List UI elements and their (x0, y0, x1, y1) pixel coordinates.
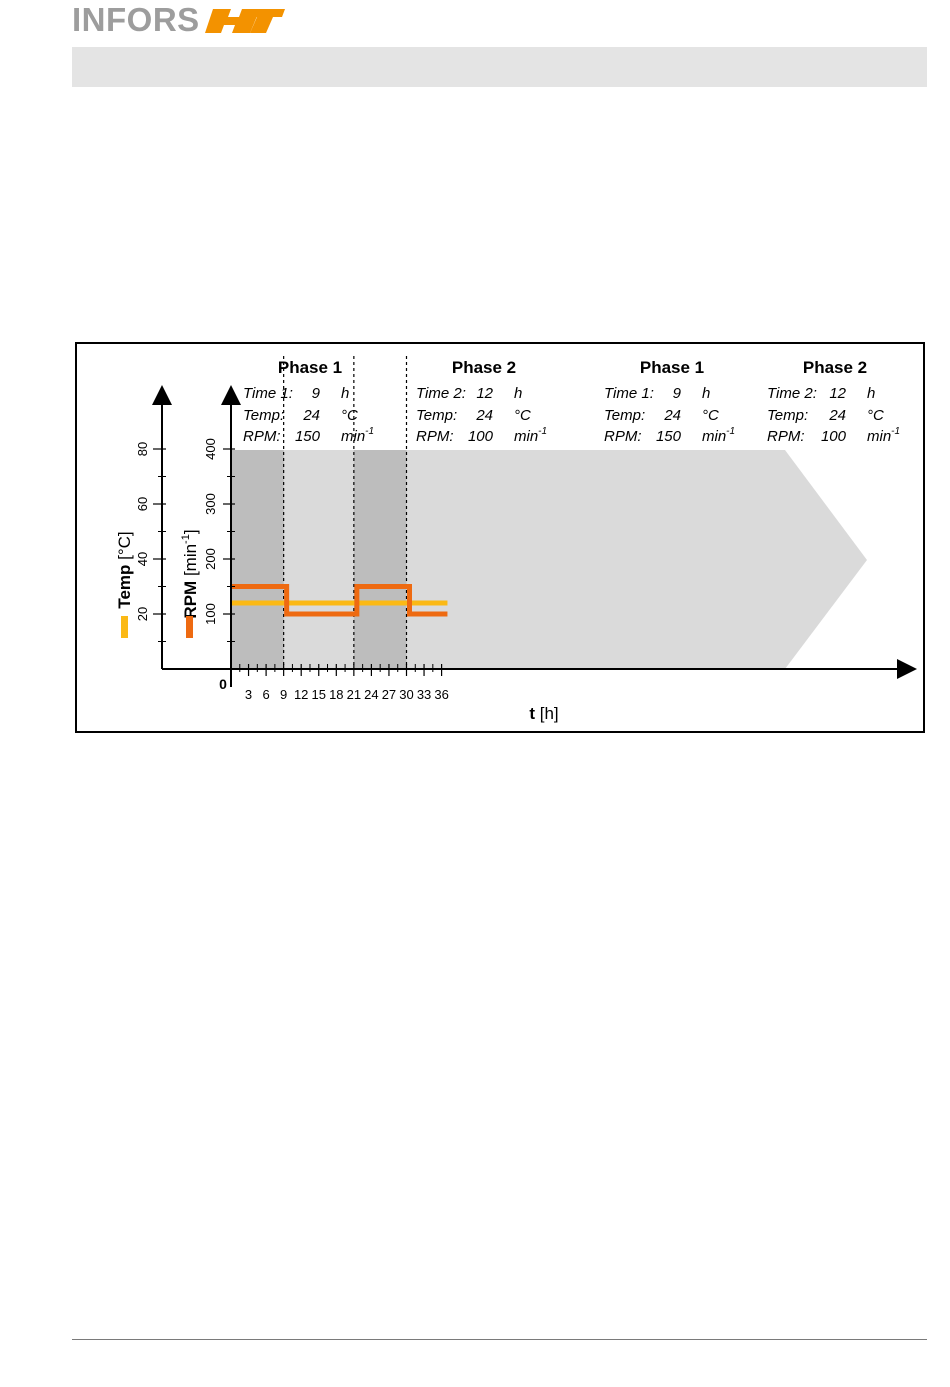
x-tick-label: 12 (294, 687, 308, 702)
temp-label: Temp: (767, 407, 808, 424)
temp-label: Temp: (416, 407, 457, 424)
x-tick-label: 21 (347, 687, 361, 702)
phase-band-1 (231, 450, 284, 669)
ht-logo-mark (204, 9, 285, 33)
temp-axis-label: Temp [°C] (115, 531, 134, 608)
time-label: Time 2: (767, 385, 817, 402)
temp-label: Temp: (243, 407, 284, 424)
time-value: 12 (476, 385, 493, 402)
x-tick-label: 24 (364, 687, 378, 702)
time-label: Time 2: (416, 385, 466, 402)
time-label: Time 1: (604, 385, 654, 402)
time-unit: h (514, 385, 522, 402)
phase-band-3 (353, 450, 407, 669)
rpm-tick-label: 400 (203, 438, 218, 460)
x-tick-label: 15 (312, 687, 326, 702)
phase-title: Phase 2 (452, 358, 516, 377)
temp-value: 24 (475, 407, 493, 424)
temp-tick-label: 60 (135, 497, 150, 511)
x-tick-label: 36 (434, 687, 448, 702)
temp-axis-label-group: Temp [°C] (115, 531, 134, 608)
phase-title: Phase 1 (640, 358, 704, 377)
infors-ht-logo: INFORS (72, 1, 287, 38)
x-tick-label: 3 (245, 687, 252, 702)
time-unit: h (702, 385, 710, 402)
temp-unit: °C (341, 407, 358, 424)
temp-value: 24 (663, 407, 681, 424)
temp-unit: °C (514, 407, 531, 424)
background-band (231, 450, 867, 669)
temp-unit: °C (867, 407, 884, 424)
rpm-value: 100 (821, 428, 847, 445)
temp-tick-label: 80 (135, 442, 150, 456)
temp-tick-label: 40 (135, 552, 150, 566)
rpm-tick-label: 300 (203, 493, 218, 515)
phase-diagram-figure: Phase 1 Time 1: 9 h Temp: 24 °C RPM: 150 min-1 Pha… (75, 342, 925, 733)
phase-title: Phase 1 (278, 358, 342, 377)
time-value: 12 (829, 385, 846, 402)
footer-rule (72, 1339, 927, 1340)
rpm-label: RPM: (243, 428, 281, 445)
rpm-label: RPM: (604, 428, 642, 445)
time-value: 9 (673, 385, 682, 402)
temp-unit: °C (702, 407, 719, 424)
temp-legend-swatch (121, 616, 128, 638)
rpm-label: RPM: (767, 428, 805, 445)
rpm-value: 150 (295, 428, 321, 445)
x-tick-label: 9 (280, 687, 287, 702)
x-tick-label: 18 (329, 687, 343, 702)
series-line-rpm (231, 584, 448, 617)
x-tick-label: 27 (382, 687, 396, 702)
phase-title: Phase 2 (803, 358, 867, 377)
rpm-axis-label: RPM [min-1] (180, 529, 200, 618)
time-unit: h (867, 385, 875, 402)
x-axis-label: t [h] (529, 704, 558, 723)
rpm-tick-label: 100 (203, 603, 218, 625)
x-tick-label: 33 (417, 687, 431, 702)
temp-value: 24 (828, 407, 846, 424)
temp-value: 24 (302, 407, 320, 424)
rpm-tick-label: 200 (203, 548, 218, 570)
x-tick-label: 30 (399, 687, 413, 702)
logo-text: INFORS (72, 1, 200, 38)
time-value: 9 (312, 385, 321, 402)
rpm-axis-label-group: RPM [min-1] (180, 529, 200, 618)
rpm-legend-swatch (186, 616, 193, 638)
rpm-label: RPM: (416, 428, 454, 445)
origin-label: 0 (219, 676, 227, 692)
temp-tick-label: 20 (135, 607, 150, 621)
temp-label: Temp: (604, 407, 645, 424)
time-unit: h (341, 385, 349, 402)
rpm-value: 150 (656, 428, 682, 445)
rpm-value: 100 (468, 428, 494, 445)
header-bar (72, 47, 927, 87)
x-tick-label: 6 (262, 687, 269, 702)
time-label: Time 1: (243, 385, 293, 402)
